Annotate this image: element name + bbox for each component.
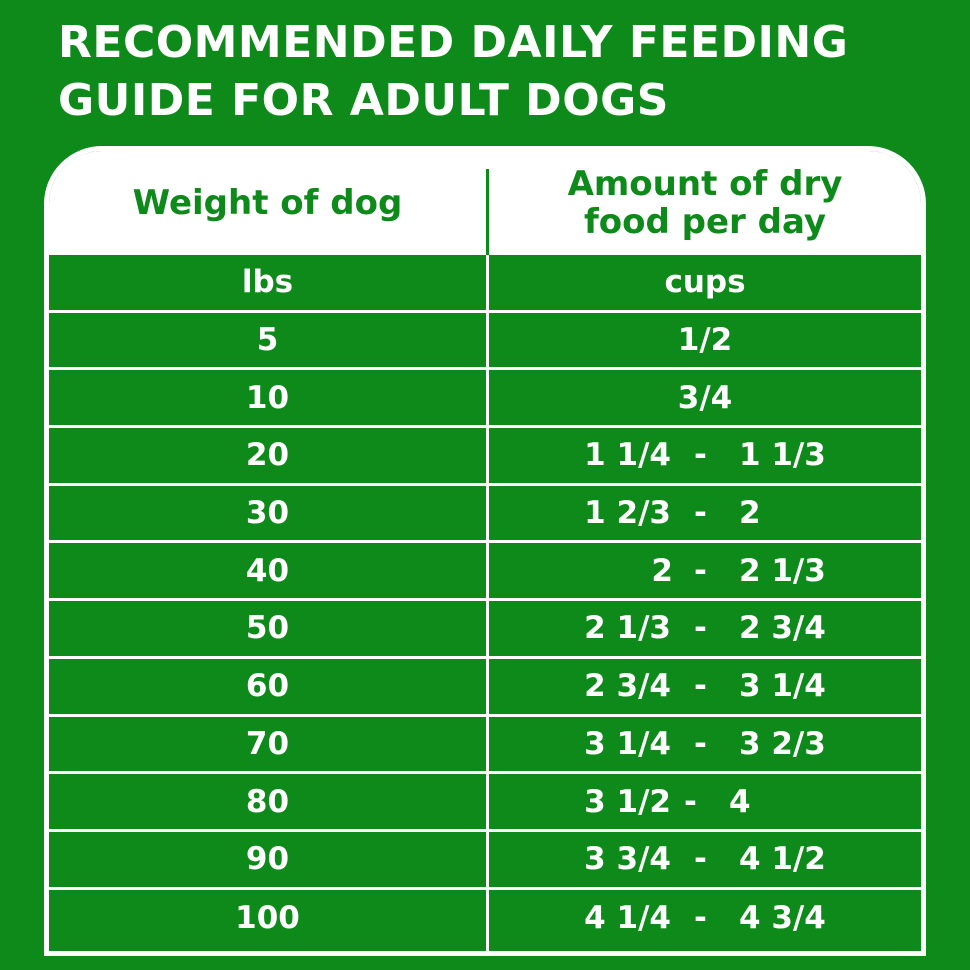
amount-max: 2 1/3 bbox=[739, 552, 826, 589]
amount-max: 2 3/4 bbox=[739, 610, 826, 647]
amount-min: 3 1/2 bbox=[584, 783, 671, 820]
table-row: 60 2 3/4 - 3 1/4 bbox=[49, 659, 921, 717]
table-header: Weight of dog Amount of dry food per day bbox=[49, 151, 921, 255]
column-divider bbox=[486, 255, 489, 951]
table-row: 70 3 1/4 - 3 2/3 bbox=[49, 717, 921, 775]
amount-range: 2 1/3 - 2 3/4 bbox=[489, 601, 921, 656]
table-row: 80 3 1/2 - 4 bbox=[49, 774, 921, 832]
range-dash: - bbox=[694, 552, 707, 589]
range-dash: - bbox=[694, 841, 707, 878]
weight-cell: 30 bbox=[245, 495, 290, 532]
range-dash: - bbox=[694, 437, 707, 474]
unit-amount: cups bbox=[664, 264, 746, 301]
header-weight: Weight of dog bbox=[132, 183, 403, 223]
table-body: lbs cups 5 1/2 10 3/4 20 1 1/4 - 1 1/3 3… bbox=[49, 255, 921, 947]
table-row: 30 1 2/3 - 2 bbox=[49, 486, 921, 544]
amount-max: 2 bbox=[739, 495, 761, 532]
amount-cell: 3/4 bbox=[677, 379, 733, 416]
amount-min: 4 1/4 bbox=[584, 900, 671, 937]
weight-cell: 80 bbox=[245, 783, 290, 820]
weight-cell: 10 bbox=[245, 379, 290, 416]
amount-range: 3 1/4 - 3 2/3 bbox=[489, 717, 921, 772]
table-row: 100 4 1/4 - 4 3/4 bbox=[49, 890, 921, 948]
header-amount-label: Amount of dry food per day bbox=[567, 164, 843, 242]
amount-range: 1 2/3 - 2 bbox=[489, 486, 921, 541]
amount-max: 3 2/3 bbox=[739, 725, 826, 762]
amount-min: 1 2/3 bbox=[584, 495, 671, 532]
header-amount: Amount of dry food per day bbox=[489, 151, 921, 255]
amount-min: 2 bbox=[651, 552, 673, 589]
page-title: RECOMMENDED DAILY FEEDING GUIDE FOR ADUL… bbox=[58, 17, 849, 126]
table-row: 5 1/2 bbox=[49, 313, 921, 371]
weight-cell: 70 bbox=[245, 725, 290, 762]
units-row: lbs cups bbox=[49, 255, 921, 313]
amount-min: 3 3/4 bbox=[584, 841, 671, 878]
amount-max: 1 1/3 bbox=[739, 437, 826, 474]
weight-cell: 20 bbox=[245, 437, 290, 474]
weight-cell: 60 bbox=[245, 668, 290, 705]
unit-weight: lbs bbox=[241, 264, 294, 301]
amount-min: 1 1/4 bbox=[584, 437, 671, 474]
header-divider bbox=[486, 169, 489, 255]
amount-min: 2 3/4 bbox=[584, 668, 671, 705]
amount-range: 2 - 2 1/3 bbox=[489, 543, 921, 598]
range-dash: - bbox=[694, 668, 707, 705]
table-row: 90 3 3/4 - 4 1/2 bbox=[49, 832, 921, 890]
amount-max: 3 1/4 bbox=[739, 668, 826, 705]
amount-min: 3 1/4 bbox=[584, 725, 671, 762]
amount-min: 2 1/3 bbox=[584, 610, 671, 647]
amount-range: 4 1/4 - 4 3/4 bbox=[489, 890, 921, 948]
amount-range: 1 1/4 - 1 1/3 bbox=[489, 428, 921, 483]
range-dash: - bbox=[694, 725, 707, 762]
weight-cell: 100 bbox=[235, 900, 300, 937]
amount-cell: 1/2 bbox=[677, 322, 733, 359]
amount-max: 4 3/4 bbox=[739, 900, 826, 937]
table-row: 40 2 - 2 1/3 bbox=[49, 543, 921, 602]
weight-cell: 5 bbox=[256, 322, 279, 359]
table-row: 50 2 1/3 - 2 3/4 bbox=[49, 601, 921, 659]
amount-range: 2 3/4 - 3 1/4 bbox=[489, 659, 921, 714]
range-dash: - bbox=[694, 495, 707, 532]
range-dash: - bbox=[694, 610, 707, 647]
range-dash: - bbox=[684, 783, 697, 820]
feeding-table: Weight of dog Amount of dry food per day… bbox=[44, 146, 926, 956]
range-dash: - bbox=[694, 900, 707, 937]
weight-cell: 50 bbox=[245, 610, 290, 647]
table-row: 10 3/4 bbox=[49, 370, 921, 429]
amount-max: 4 bbox=[729, 783, 751, 820]
weight-cell: 90 bbox=[245, 841, 290, 878]
amount-range: 3 1/2 - 4 bbox=[489, 774, 921, 829]
table-row: 20 1 1/4 - 1 1/3 bbox=[49, 428, 921, 486]
weight-cell: 40 bbox=[245, 552, 290, 589]
amount-max: 4 1/2 bbox=[739, 841, 826, 878]
amount-range: 3 3/4 - 4 1/2 bbox=[489, 832, 921, 887]
